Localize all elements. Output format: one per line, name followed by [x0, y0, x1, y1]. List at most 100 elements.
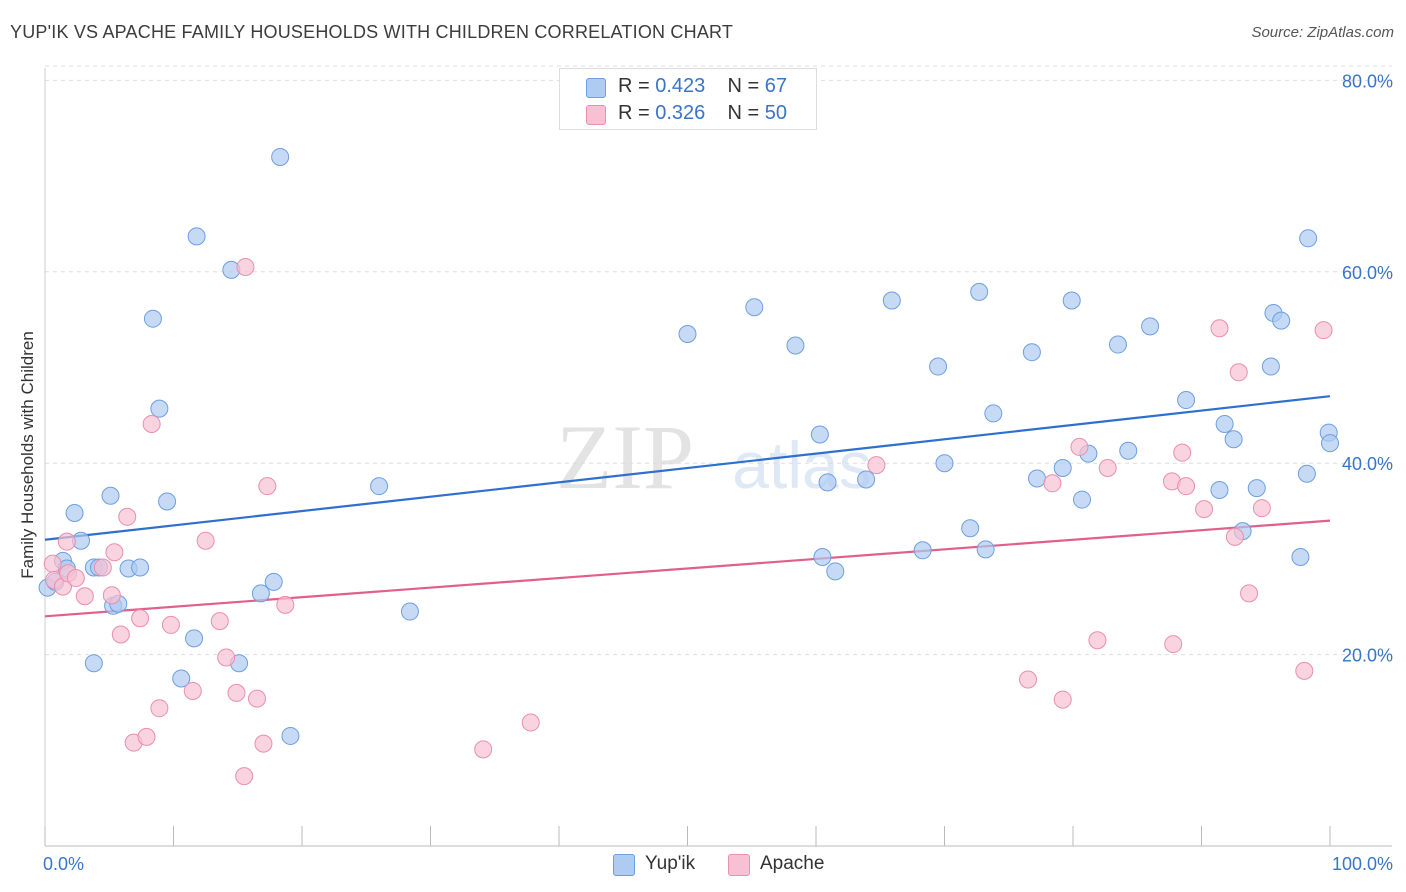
yupik-point: [1053, 458, 1072, 477]
apache-point: [105, 543, 124, 562]
apache-point: [1098, 458, 1117, 477]
yupik-point: [1072, 490, 1091, 509]
yupik-point: [1210, 480, 1229, 499]
yupik-n-value: 67: [764, 75, 788, 97]
source-credit: Source: ZipAtlas.com: [1251, 24, 1394, 41]
apache-point: [1225, 527, 1244, 546]
legend-yupik-label: Yup'ik: [645, 853, 696, 874]
legend-apache-label: Apache: [760, 853, 825, 874]
apache-r-label: R =: [618, 102, 656, 124]
yupik-point: [1177, 391, 1196, 410]
apache-n-value: 50: [764, 102, 788, 124]
apache-point: [258, 477, 277, 496]
yupik-point: [1261, 357, 1280, 376]
apache-point: [1240, 584, 1259, 603]
yupik-point: [857, 470, 876, 489]
yupik-point: [264, 572, 283, 591]
apache-point: [118, 507, 137, 526]
yupik-point: [1224, 430, 1243, 449]
apache-point: [1043, 474, 1062, 493]
yupik-point: [826, 562, 845, 581]
apache-point: [161, 615, 180, 634]
apache-point: [236, 258, 255, 277]
apache-point: [1252, 499, 1271, 518]
apache-point: [142, 414, 161, 433]
yupik-point: [1028, 469, 1047, 488]
apache-point: [131, 609, 150, 628]
y-axis-label: Family Households with Children: [18, 331, 37, 579]
apache-point: [1053, 690, 1072, 709]
watermark-zip: ZIP: [556, 406, 694, 508]
yupik-point: [1062, 291, 1081, 310]
yupik-point: [143, 309, 162, 328]
yupik-point: [185, 629, 204, 648]
yupik-point: [187, 227, 206, 246]
apache-point: [137, 727, 156, 746]
apache-point: [1070, 437, 1089, 456]
yupik-r-value: 0.423: [655, 75, 706, 97]
yupik-point: [370, 477, 389, 496]
yupik-point: [1299, 229, 1318, 248]
yupik-point: [970, 282, 989, 301]
yupik-point: [929, 357, 948, 376]
watermark-atlas: atlas: [732, 428, 871, 502]
yupik-point: [786, 336, 805, 355]
apache-point: [474, 740, 493, 759]
yupik-point: [65, 503, 84, 522]
apache-point: [75, 587, 94, 606]
yupik-point: [1291, 547, 1310, 566]
zipatlas-watermark: ZIP atlas: [556, 406, 872, 508]
apache-point: [43, 554, 62, 573]
gridlines: [45, 65, 1392, 656]
apache-point: [1229, 363, 1248, 382]
yupik-point: [1247, 479, 1266, 498]
yupik-point: [882, 291, 901, 310]
apache-point: [1088, 631, 1107, 650]
apache-point: [1164, 635, 1183, 654]
yupik-n-label: N =: [727, 75, 765, 97]
yupik-point: [281, 726, 300, 745]
yupik-point: [813, 547, 832, 566]
apache-point: [102, 586, 121, 605]
yupik-point: [961, 519, 980, 538]
yupik-point: [818, 473, 837, 492]
stats-box: R = 0.423 N = 67 R = 0.326 N = 50: [559, 68, 817, 130]
apache-point: [66, 569, 85, 588]
yupik-point: [251, 584, 270, 603]
apache-point: [1195, 500, 1214, 519]
apache-point: [1173, 443, 1192, 462]
apache-point: [210, 612, 229, 631]
yupik-point: [976, 540, 995, 559]
yupik-point: [84, 654, 103, 673]
yupik-point: [1022, 343, 1041, 362]
yupik-r-label: R =: [618, 75, 656, 97]
apache-point: [150, 699, 169, 718]
tick-labels: 20.0% 40.0% 60.0% 80.0% 0.0% 100.0%: [43, 71, 1393, 874]
y-tick-label: 20.0%: [1342, 646, 1393, 666]
apache-point: [196, 531, 215, 550]
apache-trend-line: [44, 519, 1331, 618]
yupik-point: [1297, 464, 1316, 483]
yupik-point: [158, 492, 177, 511]
apache-point: [183, 681, 202, 700]
yupik-point: [1321, 434, 1339, 453]
apache-n-label: N =: [727, 102, 765, 124]
legend-yupik-swatch: [613, 854, 635, 876]
apache-swatch: [586, 105, 606, 125]
yupik-point: [1108, 335, 1127, 354]
y-tick-label: 80.0%: [1342, 71, 1393, 91]
apache-point: [235, 767, 254, 786]
chart-title: YUP'IK VS APACHE FAMILY HOUSEHOLDS WITH …: [10, 22, 734, 42]
yupik-point: [745, 298, 764, 317]
x-tick-label: 100.0%: [1332, 854, 1393, 874]
yupik-point: [1141, 317, 1160, 336]
yupik-trend-line: [44, 395, 1331, 541]
apache-point: [1210, 319, 1229, 338]
apache-r-value: 0.326: [655, 102, 706, 124]
y-tick-label: 40.0%: [1342, 454, 1393, 474]
x-tick-label: 0.0%: [43, 854, 84, 874]
apache-point: [227, 683, 246, 702]
apache-point: [1177, 477, 1196, 496]
yupik-point: [150, 399, 169, 418]
y-tick-label: 60.0%: [1342, 263, 1393, 283]
